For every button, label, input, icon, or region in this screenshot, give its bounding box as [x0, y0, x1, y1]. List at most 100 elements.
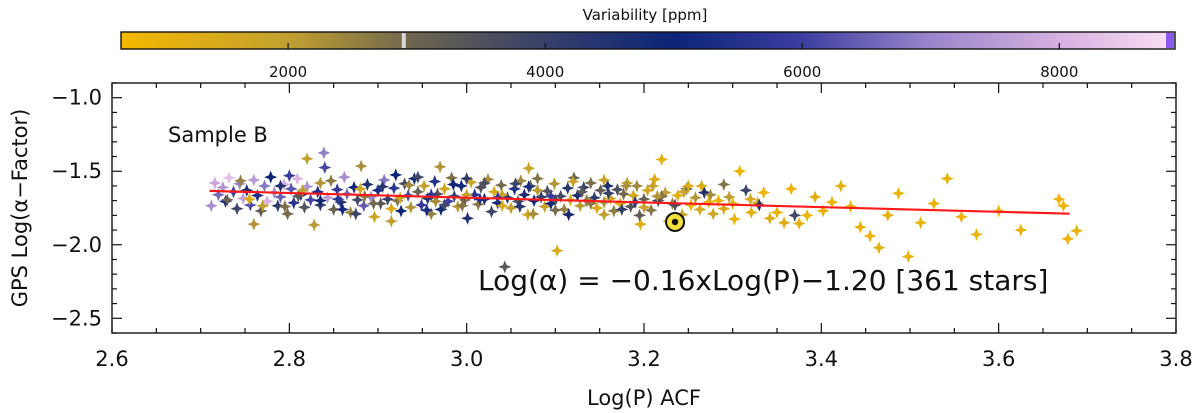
data-point [236, 191, 250, 205]
colorbar-end-segment [1166, 33, 1174, 48]
data-point [702, 195, 716, 209]
data-point [417, 179, 431, 193]
data-point [318, 161, 332, 175]
data-point [619, 179, 633, 193]
scatter-points [204, 146, 1084, 274]
data-point [300, 180, 314, 194]
data-point [650, 189, 664, 203]
data-point [394, 204, 408, 218]
data-point [297, 200, 311, 214]
data-point [247, 217, 261, 231]
data-point [816, 204, 830, 218]
data-point [566, 175, 580, 189]
data-point [637, 200, 651, 214]
data-point [220, 193, 234, 207]
data-point [808, 190, 822, 204]
data-point [954, 210, 968, 224]
data-point [375, 180, 389, 194]
data-point [377, 173, 391, 187]
data-point [770, 205, 784, 219]
data-point [548, 203, 562, 217]
sample-label: Sample B [168, 123, 268, 147]
fit-line [209, 189, 1070, 215]
x-tick-label: 3.8 [1159, 347, 1192, 371]
data-point [777, 216, 791, 230]
data-point [420, 203, 434, 217]
data-point [901, 250, 915, 264]
data-point [613, 197, 627, 211]
data-point [313, 176, 327, 190]
data-point [697, 186, 711, 200]
data-point [471, 197, 485, 211]
data-point [234, 174, 248, 188]
data-point [610, 183, 624, 197]
data-point [357, 199, 371, 213]
data-point [433, 160, 447, 174]
data-point [881, 208, 895, 222]
sun-marker [665, 211, 686, 232]
data-point [258, 179, 272, 193]
data-point [624, 200, 638, 214]
data-point [468, 188, 482, 202]
data-point [327, 202, 341, 216]
x-tick-label: 2.8 [273, 347, 306, 371]
colorbar-gradient [120, 31, 1176, 50]
data-point [671, 189, 685, 202]
data-point [208, 176, 222, 190]
data-point [547, 177, 561, 191]
data-point [438, 198, 451, 212]
data-point [277, 177, 291, 191]
data-point [722, 190, 736, 204]
data-point [562, 208, 576, 222]
data-point [243, 198, 257, 212]
data-point [358, 189, 372, 203]
data-point [404, 200, 418, 214]
data-point [508, 182, 522, 196]
data-point [531, 172, 545, 186]
data-point [597, 173, 611, 187]
data-point [320, 191, 334, 205]
colorbar-title: Variability [ppm] [583, 6, 708, 24]
data-point [334, 195, 348, 209]
data-point [336, 202, 350, 216]
data-point [792, 216, 806, 230]
data-point [337, 170, 351, 184]
data-point [393, 191, 407, 205]
data-point [641, 183, 655, 197]
data-point [495, 199, 509, 213]
data-point [360, 177, 374, 191]
data-point [594, 183, 608, 197]
data-point [347, 180, 361, 194]
data-point [739, 183, 753, 197]
data-point [461, 211, 475, 225]
data-point [522, 180, 536, 194]
data-point [526, 207, 540, 221]
data-point [254, 204, 268, 218]
data-point [216, 180, 230, 194]
data-point [260, 194, 274, 208]
data-point [554, 189, 568, 203]
data-point [844, 200, 858, 214]
x-tick-label: 3.4 [805, 347, 838, 371]
data-point [411, 170, 425, 184]
data-point [398, 177, 412, 191]
data-point [633, 208, 647, 222]
colorbar-tick-label: 6000 [783, 63, 821, 81]
y-tick-label: −1.0 [51, 86, 102, 110]
data-point [473, 192, 487, 206]
data-point [313, 194, 327, 208]
data-point [557, 202, 571, 216]
y-tick-label: −1.5 [51, 159, 102, 183]
data-point [680, 182, 694, 196]
data-point [460, 188, 474, 202]
data-point [1070, 224, 1084, 238]
data-point [550, 244, 564, 258]
data-point [414, 198, 428, 212]
data-point [675, 208, 689, 222]
data-point [633, 217, 647, 231]
data-point [717, 202, 731, 216]
data-point [651, 194, 665, 208]
x-tick-label: 3.6 [982, 347, 1015, 371]
data-point [438, 182, 451, 196]
